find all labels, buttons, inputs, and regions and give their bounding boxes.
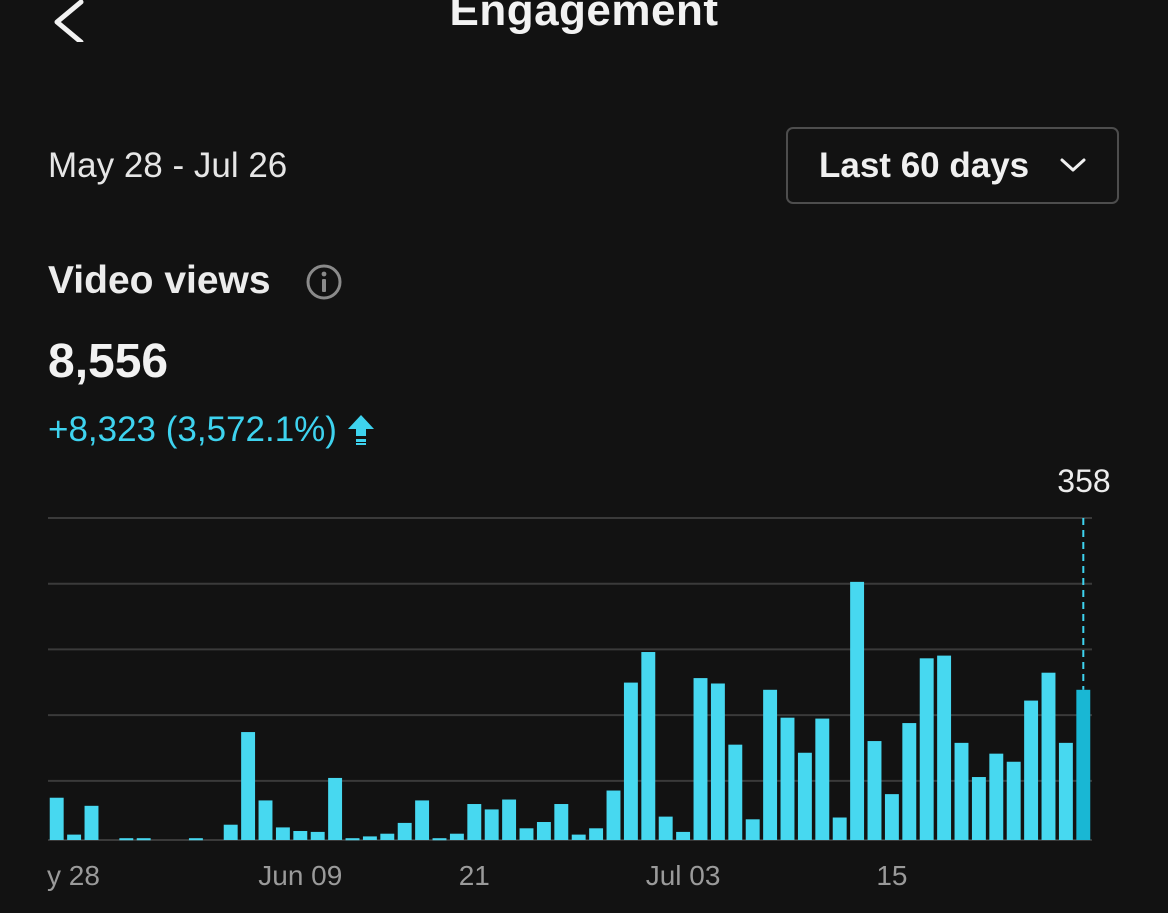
chart-bar[interactable]	[415, 800, 430, 840]
chart-bar[interactable]	[780, 717, 795, 840]
chart-bar[interactable]	[728, 744, 743, 840]
chart-bar[interactable]	[571, 834, 586, 840]
chart-bar[interactable]	[884, 794, 899, 840]
chart-bar[interactable]	[223, 824, 238, 840]
chart-bar[interactable]	[67, 834, 82, 840]
chart-bar[interactable]	[989, 753, 1004, 840]
chart-bar[interactable]	[676, 831, 691, 840]
highlight-label: 358	[1057, 463, 1110, 499]
x-tick-label: 15	[876, 860, 907, 891]
arrow-up-icon	[347, 415, 374, 445]
chart-bar[interactable]	[397, 822, 412, 840]
info-icon[interactable]	[305, 263, 343, 301]
chart-bar[interactable]	[850, 581, 865, 840]
chart-bar[interactable]	[536, 822, 551, 840]
chart-bar[interactable]	[867, 741, 882, 840]
chevron-left-icon	[54, 0, 84, 45]
chart-bar[interactable]	[484, 809, 499, 840]
chart-bar[interactable]	[554, 804, 569, 840]
metric-title: Video views	[48, 259, 271, 302]
chart-bar[interactable]	[832, 817, 847, 840]
chart-bar[interactable]	[310, 831, 325, 840]
chart-bar[interactable]	[275, 827, 290, 840]
x-tick-label: Jul 03	[646, 860, 721, 891]
metric-value: 8,556	[48, 335, 169, 388]
chart-bar[interactable]	[241, 732, 256, 840]
chart-bar[interactable]	[606, 790, 621, 840]
chevron-down-icon	[1060, 158, 1086, 172]
chart-bar[interactable]	[1041, 672, 1056, 840]
chart-bar[interactable]	[971, 777, 986, 840]
chart-bar[interactable]	[1006, 761, 1021, 840]
chart-bar[interactable]	[136, 838, 151, 841]
chart-bar[interactable]	[188, 838, 203, 841]
chart-bar[interactable]	[119, 838, 134, 841]
chart-bar[interactable]	[693, 678, 708, 840]
chart-bar[interactable]	[797, 752, 812, 840]
page-title: Engagement	[449, 0, 719, 35]
chart-bar[interactable]	[328, 777, 343, 840]
chart-bar[interactable]	[432, 838, 447, 841]
chart-bar[interactable]	[710, 683, 725, 840]
chart-bar[interactable]	[362, 836, 377, 840]
chart-bar[interactable]	[763, 689, 778, 840]
chart-bar[interactable]	[937, 655, 952, 840]
chart-bar[interactable]	[49, 797, 64, 840]
chart-bar[interactable]	[658, 816, 673, 840]
chart-bar[interactable]	[345, 838, 360, 841]
chart-bar[interactable]	[1058, 742, 1073, 840]
chart-bar[interactable]	[293, 831, 308, 840]
chart-bar[interactable]	[815, 718, 830, 840]
metric-change: +8,323 (3,572.1%)	[48, 410, 375, 450]
chart-bar[interactable]	[1076, 689, 1091, 840]
chart-bar[interactable]	[467, 804, 482, 840]
back-button[interactable]	[50, 0, 90, 45]
chart-bar[interactable]	[502, 799, 517, 840]
chart-bar[interactable]	[623, 682, 638, 840]
chart-bar[interactable]	[449, 833, 464, 840]
chart-bar[interactable]	[380, 833, 395, 840]
chart-bar[interactable]	[641, 652, 656, 840]
chart-bar[interactable]	[84, 805, 99, 840]
x-tick-label: 21	[459, 860, 490, 891]
chart-bar[interactable]	[919, 658, 934, 840]
date-range-label: May 28 - Jul 26	[48, 146, 288, 185]
x-tick-label: Jun 09	[258, 860, 342, 891]
metric-change-text: +8,323 (3,572.1%)	[48, 410, 337, 449]
chart-bar[interactable]	[954, 742, 969, 840]
date-range-dropdown[interactable]: Last 60 days	[786, 127, 1119, 204]
chart-bar[interactable]	[902, 723, 917, 840]
chart-bar[interactable]	[519, 828, 534, 840]
chart-bar[interactable]	[258, 800, 273, 840]
chart-bar[interactable]	[1024, 700, 1039, 840]
chart-bar[interactable]	[745, 819, 760, 840]
chart-bar[interactable]	[589, 828, 604, 840]
x-tick-label: y 28	[47, 860, 100, 891]
range-select-label: Last 60 days	[819, 145, 1030, 185]
